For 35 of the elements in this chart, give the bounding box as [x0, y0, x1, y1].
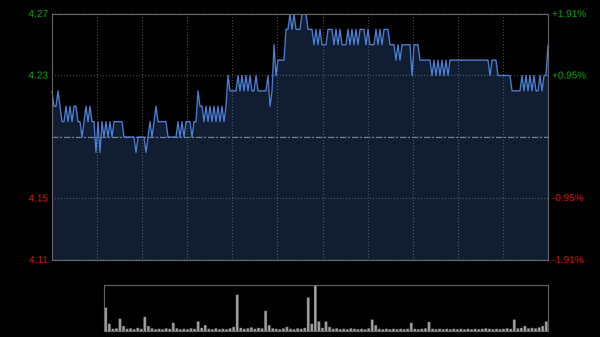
y-tick-label: 4.15	[28, 193, 48, 204]
y-tick-label: 4.11	[29, 254, 48, 266]
bar	[264, 310, 267, 331]
y2-tick-label: -0.95%	[552, 192, 584, 204]
bar	[410, 322, 413, 331]
bar	[236, 294, 239, 331]
bar	[190, 328, 192, 331]
y2-tick-label: -1.91%	[552, 254, 584, 266]
bar	[172, 322, 175, 331]
bar	[428, 322, 430, 331]
bar	[286, 326, 288, 331]
y2-tick-label: +0.95%	[552, 70, 586, 82]
bar	[520, 328, 523, 331]
y-tick-label: 4.23	[28, 70, 48, 82]
bar	[314, 285, 317, 331]
bar	[204, 325, 207, 331]
bar	[527, 328, 530, 331]
bar	[136, 328, 140, 331]
bar	[530, 328, 534, 331]
bar	[512, 320, 516, 331]
bar	[538, 327, 540, 331]
bar	[370, 320, 374, 331]
y-tick-label: 4.27	[28, 8, 48, 20]
y2-tick-label: +1.91%	[552, 8, 586, 20]
bar	[257, 328, 260, 331]
bar	[544, 321, 548, 331]
bar	[524, 326, 526, 331]
bar	[144, 316, 146, 331]
bar	[196, 321, 200, 331]
bar	[250, 327, 253, 331]
bar	[324, 321, 328, 331]
bar	[306, 298, 310, 331]
bar	[150, 328, 154, 331]
bar	[118, 318, 122, 331]
bar	[534, 328, 537, 331]
